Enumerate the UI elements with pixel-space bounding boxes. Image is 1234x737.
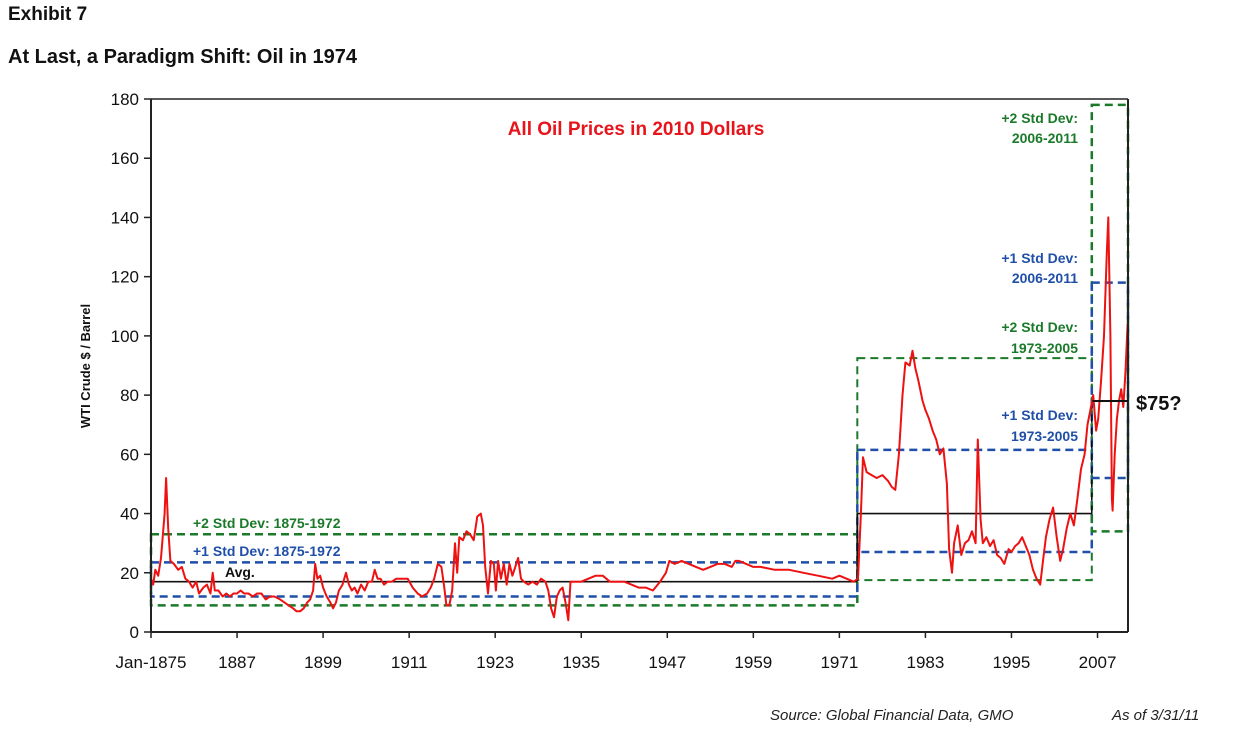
chart-title: All Oil Prices in 2010 Dollars — [508, 119, 765, 140]
x-tick-label: 1887 — [218, 653, 256, 672]
y-tick-label: 160 — [111, 149, 139, 168]
annotation-label: +2 Std Dev: — [1001, 319, 1078, 335]
annotation-period: 1973-2005 — [1011, 428, 1078, 444]
annotation-period: 1973-2005 — [1011, 340, 1078, 356]
plus1-std-band-1973-2005 — [856, 448, 1094, 554]
x-tick-label: 1959 — [734, 653, 772, 672]
y-tick-label: 60 — [120, 445, 139, 464]
price-series — [150, 216, 1129, 622]
x-tick-label: 1923 — [476, 653, 514, 672]
y-tick-label: 40 — [120, 505, 139, 524]
exhibit-label: Exhibit 7 — [8, 4, 88, 25]
annotation-label: +1 Std Dev: — [1001, 407, 1078, 423]
x-tick-label: Jan-1875 — [116, 653, 187, 672]
plus2-std-band-1973-2005 — [856, 357, 1093, 582]
axes: 0 20 40 60 80 100 120 140 160 180 Jan-1875 1887 1899… — [111, 90, 1129, 672]
y-tick-label: 20 — [120, 564, 139, 583]
x-tick-label: 1911 — [391, 653, 428, 672]
annotation-period: 2006-2011 — [1012, 130, 1078, 146]
y-tick-label: 140 — [111, 208, 139, 227]
annotation-period: 2006-2011 — [1012, 270, 1078, 286]
y-axis-label: WTI Crude $ / Barrel — [78, 304, 93, 428]
x-tick-label: 1947 — [648, 653, 686, 672]
annotation-label: +2 Std Dev: 1875-1972 — [193, 515, 341, 531]
annotations: +2 Std Dev: 1875-1972 +1 Std Dev: 1875-19… — [193, 110, 1182, 580]
annotation-label: Avg. — [225, 564, 255, 580]
price-line — [150, 216, 1129, 622]
x-tick-label: 1899 — [304, 653, 342, 672]
x-tick-label: 1983 — [907, 653, 945, 672]
as-of-date: As of 3/31/11 — [1112, 707, 1200, 724]
annotation-label: +2 Std Dev: — [1001, 110, 1078, 126]
annotation-label: +1 Std Dev: 1875-1972 — [193, 543, 341, 559]
x-tick-label: 2007 — [1079, 653, 1117, 672]
x-tick-label: 1995 — [993, 653, 1031, 672]
y-tick-label: 0 — [130, 623, 139, 642]
y-tick-label: 180 — [111, 90, 139, 109]
annotation-label: $75? — [1136, 393, 1182, 415]
y-tick-label: 120 — [111, 268, 139, 287]
chart-heading: At Last, a Paradigm Shift: Oil in 1974 — [8, 46, 357, 68]
y-tick-label: 100 — [111, 327, 139, 346]
x-tick-label: 1971 — [820, 653, 858, 672]
annotation-label: +1 Std Dev: — [1001, 250, 1078, 266]
x-tick-label: 1935 — [562, 653, 600, 672]
y-tick-label: 80 — [120, 386, 139, 405]
source-note: Source: Global Financial Data, GMO — [770, 707, 1014, 724]
